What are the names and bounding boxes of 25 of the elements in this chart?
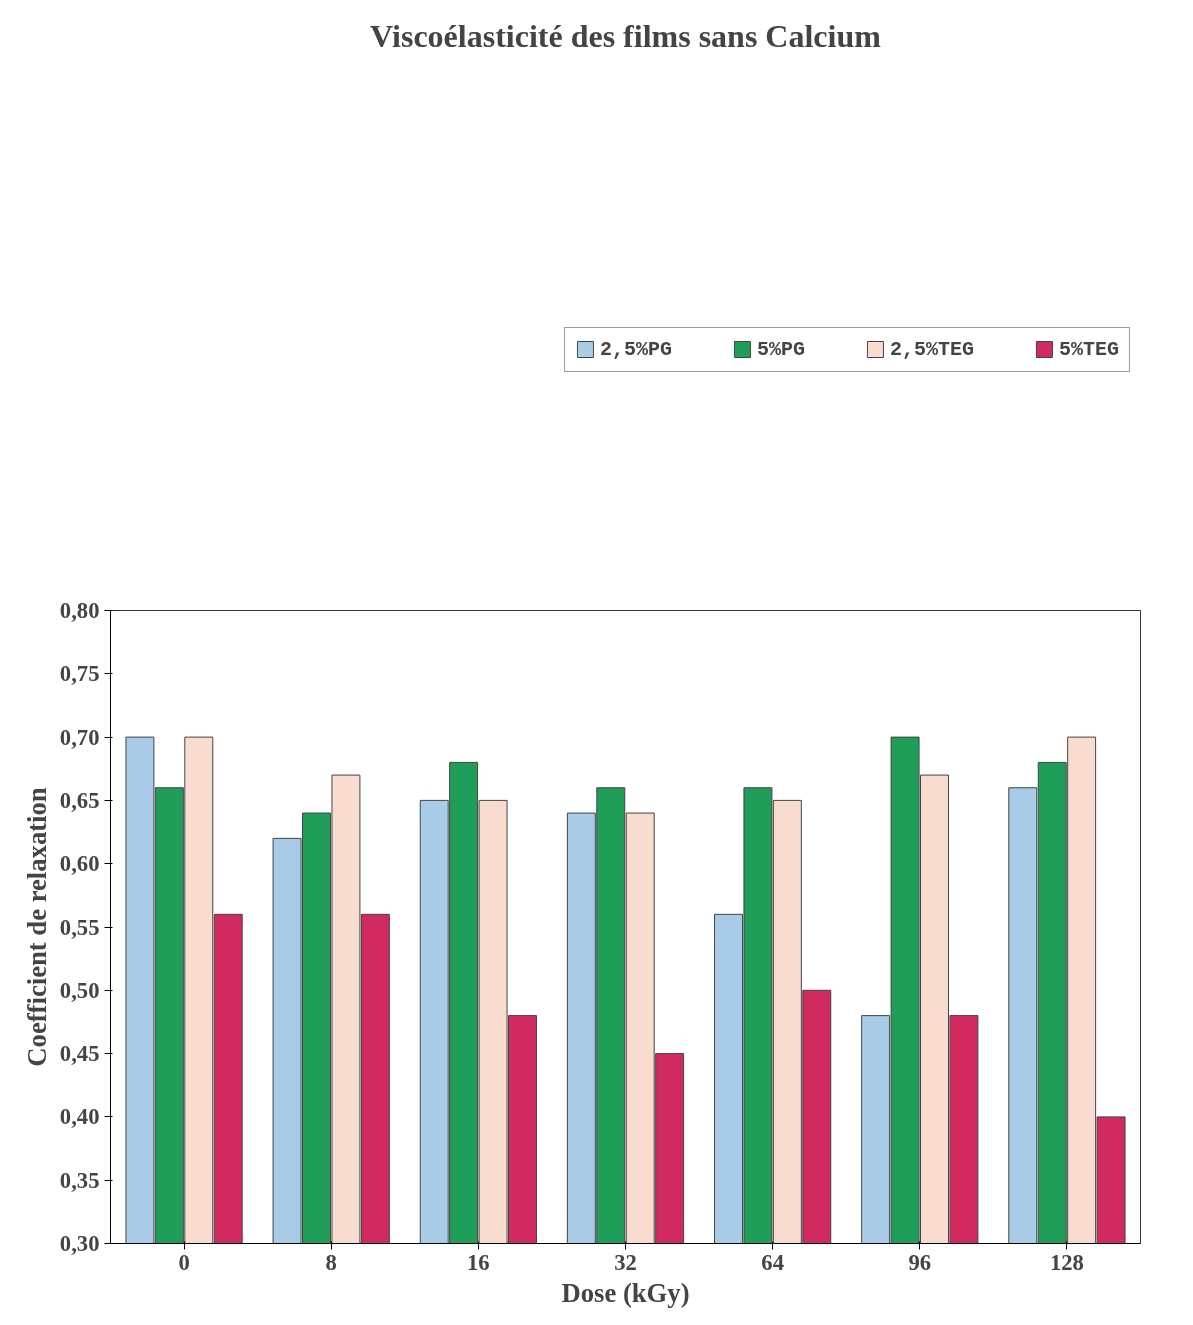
x-tick-label: 96 [908,1249,932,1275]
y-tick-label: 0,80 [59,598,100,623]
x-tick-label: 32 [614,1249,637,1275]
y-tick-label: 0,70 [59,724,100,750]
legend-label: 2,5%PG [599,337,672,361]
y-tick-label: 0,30 [59,1231,100,1256]
x-tick-label: 128 [1049,1249,1084,1275]
y-tick-label: 0,50 [59,977,100,1003]
y-tick-label: 0,35 [59,1167,100,1193]
legend-label: 5%PG [756,337,805,361]
x-tick-label: 8 [325,1249,337,1275]
y-tick-label: 0,75 [59,661,100,687]
y-tick-label: 0,45 [59,1041,100,1067]
y-axis-title: Coefficient de relaxation [21,787,52,1067]
y-tick-label: 0,55 [59,914,100,940]
x-axis-title: Dose (kGy) [561,1277,690,1308]
y-tick-label: 0,65 [59,787,100,813]
y-tick-label: 0,60 [59,851,100,877]
y-tick-label: 0,40 [59,1104,100,1130]
legend-label: 5%TEG [1058,337,1119,361]
x-tick-label: 16 [467,1249,490,1275]
chart-title: Viscoélasticité des films sans Calcium [370,17,882,54]
legend-label: 2,5%TEG [889,337,974,361]
x-tick-label: 0 [178,1249,190,1275]
x-tick-label: 64 [761,1249,784,1275]
